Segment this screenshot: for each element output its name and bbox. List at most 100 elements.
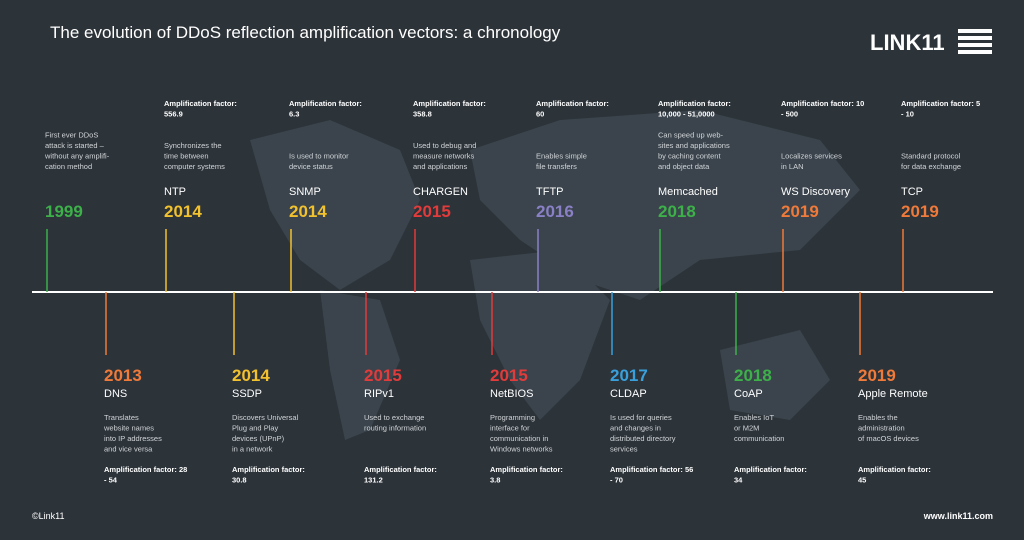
logo-stripe xyxy=(958,50,992,54)
logo-stripe xyxy=(958,43,992,47)
description: Used to debug and xyxy=(413,141,476,150)
amplification: Amplification factor: xyxy=(164,99,237,108)
year: 2019 xyxy=(858,366,896,385)
description: communication in xyxy=(490,434,548,443)
description: routing information xyxy=(364,424,426,433)
amplification: - 54 xyxy=(104,476,118,485)
description: First ever DDoS xyxy=(45,131,98,140)
vector-name: SNMP xyxy=(289,186,321,198)
vector-name: CLDAP xyxy=(610,388,647,400)
description: Enables the xyxy=(858,413,898,422)
description: Plug and Play xyxy=(232,424,279,433)
vector-name: CHARGEN xyxy=(413,186,468,198)
year: 2015 xyxy=(364,366,402,385)
description: devices (UPnP) xyxy=(232,434,285,443)
amplification: Amplification factor: xyxy=(858,465,931,474)
logo-stripe xyxy=(958,29,992,33)
copyright: ©Link11 xyxy=(32,511,64,521)
description: Can speed up web- xyxy=(658,131,724,140)
vector-name: CoAP xyxy=(734,388,763,400)
description: and applications xyxy=(413,162,467,171)
logo-text: LINK11 xyxy=(870,30,945,55)
amplification: 6.3 xyxy=(289,110,299,119)
amplification: 3.8 xyxy=(490,476,500,485)
description: and vice versa xyxy=(104,445,153,454)
description: Enables simple xyxy=(536,152,587,161)
description: into IP addresses xyxy=(104,434,162,443)
amplification: Amplification factor: 5 xyxy=(901,99,980,108)
title: The evolution of DDoS reflection amplifi… xyxy=(50,23,561,42)
vector-name: WS Discovery xyxy=(781,186,851,198)
amplification: Amplification factor: xyxy=(734,465,807,474)
amplification: Amplification factor: xyxy=(232,465,305,474)
description: Synchronizes the xyxy=(164,141,222,150)
description: website names xyxy=(103,424,154,433)
description: and object data xyxy=(658,162,710,171)
description: in a network xyxy=(232,445,273,454)
year: 2018 xyxy=(658,202,696,221)
description: device status xyxy=(289,162,333,171)
description: interface for xyxy=(490,424,530,433)
vector-name: TFTP xyxy=(536,186,564,198)
description: cation method xyxy=(45,162,92,171)
description: without any amplifi- xyxy=(44,152,110,161)
amplification: Amplification factor: 56 xyxy=(610,465,693,474)
description: time between xyxy=(164,152,209,161)
description: in LAN xyxy=(781,162,804,171)
logo-stripe xyxy=(958,36,992,40)
vector-name: DNS xyxy=(104,388,127,400)
description: of macOS devices xyxy=(858,434,919,443)
description: Localizes services xyxy=(781,152,842,161)
amplification: 30.8 xyxy=(232,476,247,485)
amplification: 131.2 xyxy=(364,476,383,485)
description: and changes in xyxy=(610,424,661,433)
amplification: Amplification factor: xyxy=(364,465,437,474)
amplification: Amplification factor: xyxy=(490,465,563,474)
year: 2015 xyxy=(490,366,528,385)
vector-name: Memcached xyxy=(658,186,718,198)
amplification: 34 xyxy=(734,476,743,485)
description: Standard protocol xyxy=(901,152,961,161)
amplification: Amplification factor: 10 xyxy=(781,99,864,108)
description: services xyxy=(610,445,638,454)
description: by caching content xyxy=(658,152,721,161)
description: Is used to monitor xyxy=(289,152,349,161)
amplification: - 70 xyxy=(610,476,623,485)
year: 2014 xyxy=(164,202,202,221)
description: Used to exchange xyxy=(364,413,424,422)
vector-name: SSDP xyxy=(232,388,262,400)
amplification: 10,000 - 51,0000 xyxy=(658,110,715,119)
vector-name: Apple Remote xyxy=(858,388,928,400)
amplification: - 500 xyxy=(781,110,798,119)
description: attack is started – xyxy=(45,141,105,150)
amplification: 358.8 xyxy=(413,110,432,119)
year: 2019 xyxy=(901,202,939,221)
description: Discovers Universal xyxy=(232,413,299,422)
description: administration xyxy=(858,424,905,433)
vector-name: RIPv1 xyxy=(364,388,394,400)
amplification: 45 xyxy=(858,476,866,485)
description: measure networks xyxy=(413,152,475,161)
amplification: - 10 xyxy=(901,110,914,119)
year: 2019 xyxy=(781,202,819,221)
amplification: Amplification factor: 28 xyxy=(104,465,187,474)
description: Translates xyxy=(104,413,139,422)
vector-name: NTP xyxy=(164,186,186,198)
description: sites and applications xyxy=(658,141,730,150)
amplification: 60 xyxy=(536,110,544,119)
description: for data exchange xyxy=(901,162,961,171)
website: www.link11.com xyxy=(923,511,993,521)
year: 2014 xyxy=(232,366,270,385)
vector-name: NetBIOS xyxy=(490,388,533,400)
amplification: Amplification factor: xyxy=(536,99,609,108)
amplification: Amplification factor: xyxy=(658,99,731,108)
description: communication xyxy=(734,434,784,443)
description: computer systems xyxy=(164,162,225,171)
description: distributed directory xyxy=(610,434,676,443)
year: 2015 xyxy=(413,202,451,221)
description: Programming xyxy=(490,413,535,422)
description: Is used for queries xyxy=(610,413,672,422)
description: Enables IoT xyxy=(734,413,774,422)
